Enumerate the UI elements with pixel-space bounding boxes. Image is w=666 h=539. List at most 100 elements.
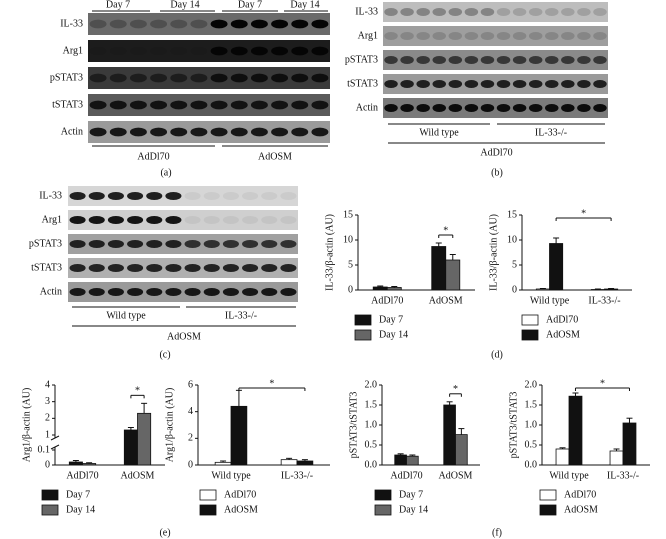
legend-label: Day 7: [379, 314, 403, 325]
y-tick-label: 1.0: [365, 419, 378, 430]
row-label: tSTAT3: [52, 99, 83, 110]
blot-band: [242, 240, 259, 248]
blot-band: [165, 216, 182, 224]
blot-band: [170, 19, 188, 29]
blot-band: [593, 32, 607, 40]
blot-band: [291, 73, 309, 83]
blot-band: [146, 288, 163, 296]
blot-band: [88, 264, 105, 272]
blot-band: [109, 19, 127, 29]
blot-band: [150, 127, 168, 137]
blot-band: [69, 216, 86, 224]
blot-band: [561, 104, 575, 112]
significance-mark: *: [135, 386, 140, 397]
blot-band: [291, 127, 309, 137]
y-tick-label: 0.1: [38, 444, 51, 455]
y-tick-label: 5: [512, 259, 517, 270]
row-label: Arg1: [358, 30, 378, 41]
bar: [549, 243, 564, 291]
blot-band: [107, 264, 124, 272]
blot-band: [561, 56, 575, 64]
blot-row: [88, 40, 330, 62]
blot-band: [242, 264, 259, 272]
bar: [431, 246, 447, 291]
blot-band: [271, 127, 289, 137]
blot-band: [480, 80, 495, 88]
lane-label: Day 7: [238, 0, 262, 10]
blot-band: [222, 216, 239, 224]
blot-band: [127, 216, 144, 224]
blot-band: [448, 104, 463, 112]
y-tick-label: 0: [348, 284, 353, 295]
blot-band: [109, 127, 127, 137]
blot-band: [210, 127, 228, 137]
blot-band: [250, 46, 268, 56]
y-tick-label: 4: [45, 379, 50, 390]
x-tick-label: IL-33-/-: [281, 470, 313, 481]
y-tick-label: 0.5: [365, 439, 378, 450]
blot-band: [496, 104, 511, 112]
y-axis-label: IL-33/β-actin (AU): [488, 214, 499, 291]
blot-band: [291, 19, 309, 29]
y-tick-label: 10: [343, 234, 353, 245]
blot-band: [593, 80, 607, 88]
legend-label: AdDl70: [564, 489, 596, 500]
axis-break: [50, 444, 60, 450]
y-tick-label: 0.0: [525, 459, 538, 470]
bar: [445, 259, 461, 291]
blot-band: [271, 19, 289, 29]
y-axis-label: IL-33/β-actin (AU): [324, 214, 335, 291]
blot-row: [88, 67, 330, 89]
blot-band: [109, 73, 127, 83]
blot-row: [68, 282, 298, 302]
blot-band: [271, 73, 289, 83]
blot-band: [127, 240, 144, 248]
blot-band: [464, 8, 479, 16]
blot-band: [88, 240, 105, 248]
legend-label: AdOSM: [224, 504, 258, 515]
y-tick-label: 1.0: [525, 419, 538, 430]
bar: [214, 461, 232, 466]
blot-band: [512, 104, 527, 112]
bar: [604, 288, 619, 291]
y-tick-label: 6: [188, 379, 193, 390]
blot-band: [496, 32, 511, 40]
row-label: pSTAT3: [29, 238, 62, 249]
blot-band: [129, 100, 147, 110]
row-label: tSTAT3: [31, 262, 62, 273]
blot-band: [416, 104, 430, 112]
blot-band: [577, 80, 591, 88]
y-tick-label: 0: [188, 459, 193, 470]
blot-band: [400, 56, 414, 64]
blot-band: [577, 8, 591, 16]
y-tick-label: 1.5: [365, 399, 378, 410]
significance-mark: *: [443, 225, 448, 236]
blot-row: [68, 210, 298, 230]
blot-band: [280, 192, 297, 200]
blot-band: [69, 264, 86, 272]
group-label: AdDl70: [137, 151, 169, 162]
legend-swatch: [374, 504, 392, 516]
row-label: IL-33: [355, 6, 378, 17]
blot-band: [165, 288, 182, 296]
row-label: Actin: [61, 126, 83, 137]
x-tick-label: AdOSM: [439, 470, 473, 481]
blot-band: [242, 216, 259, 224]
blot-band: [384, 32, 398, 40]
blot-band: [448, 32, 463, 40]
significance-mark: *: [600, 378, 605, 389]
blot-band: [250, 73, 268, 83]
bar: [280, 459, 298, 466]
group-label: IL-33-/-: [535, 127, 567, 138]
treatment-label: AdDl70: [480, 147, 512, 158]
bar: [137, 412, 152, 466]
blot-band: [545, 32, 559, 40]
blot-band: [146, 192, 163, 200]
blot-band: [593, 56, 607, 64]
blot-band: [184, 192, 201, 200]
blot-row: [88, 121, 330, 143]
blot-band: [464, 80, 479, 88]
blot-band: [432, 8, 446, 16]
legend-swatch: [354, 314, 372, 326]
